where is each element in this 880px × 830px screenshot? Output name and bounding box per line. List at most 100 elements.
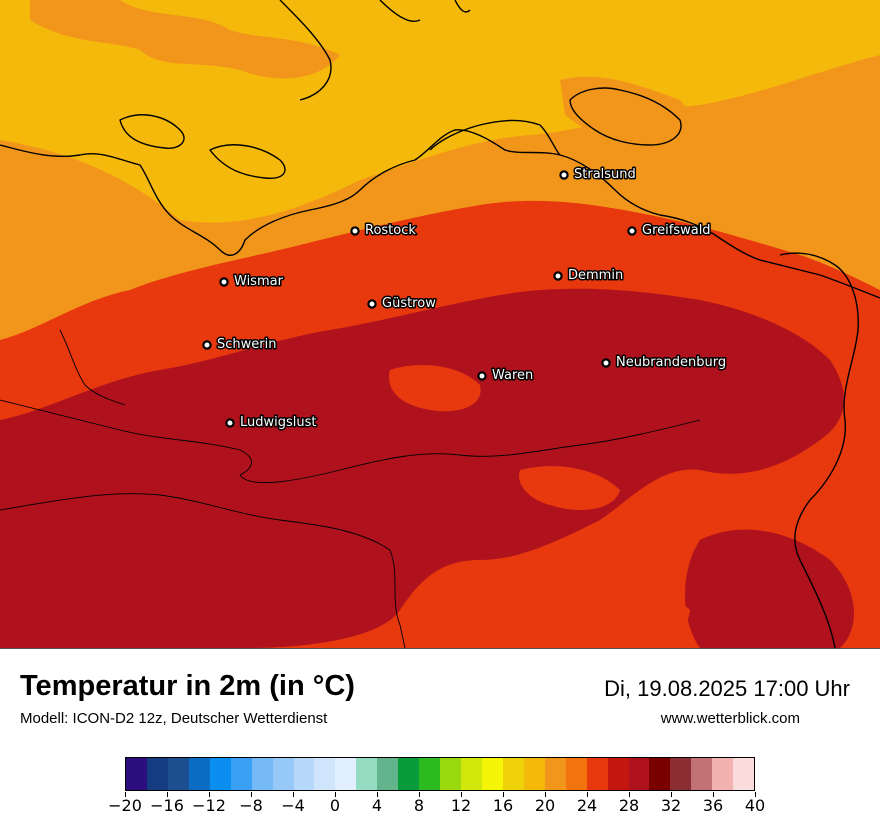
city-name: Schwerin xyxy=(217,337,276,352)
colorbar-tick xyxy=(125,792,126,797)
city-dot xyxy=(219,277,229,287)
city-ludwigslust: Ludwigslust xyxy=(225,414,318,432)
city-rostock: Rostock xyxy=(350,222,418,240)
colorbar-tick-label: 8 xyxy=(413,796,425,815)
colorbar-swatch xyxy=(314,758,336,790)
colorbar-tick-label: −4 xyxy=(281,796,305,815)
colorbar-tick xyxy=(377,792,378,797)
coastline xyxy=(0,129,880,299)
city-dot xyxy=(477,371,487,381)
colorbar-tick xyxy=(167,792,168,797)
colorbar-swatch xyxy=(691,758,713,790)
colorbar-tick-label: 32 xyxy=(660,796,682,815)
colorbar-swatch xyxy=(733,758,755,790)
border-1 xyxy=(0,399,701,484)
colorbar-swatch xyxy=(628,758,650,790)
colorbar-swatch xyxy=(565,758,587,790)
colorbar-tick-label: 36 xyxy=(702,796,724,815)
colorbar-tick-label: −8 xyxy=(239,796,263,815)
colorbar-tick-label: 24 xyxy=(576,796,598,815)
city-name: Wismar xyxy=(234,274,284,289)
city-dot xyxy=(627,226,637,236)
colorbar-tick xyxy=(713,792,714,797)
colorbar-swatch xyxy=(502,758,524,790)
city-demmin: Demmin xyxy=(553,267,625,285)
colorbar-tick xyxy=(629,792,630,797)
colorbar-tick-label: 16 xyxy=(492,796,514,815)
colorbar-swatch xyxy=(461,758,482,790)
colorbar-tick-label: 12 xyxy=(450,796,472,815)
colorbar-swatch xyxy=(649,758,671,790)
coastline-north-island xyxy=(119,114,185,149)
colorbar-swatch xyxy=(188,758,210,790)
city-dot xyxy=(350,226,360,236)
website-link[interactable]: www.wetterblick.com xyxy=(660,710,800,727)
city-schwerin: Schwerin xyxy=(202,336,278,354)
colorbar-tick-label: −16 xyxy=(150,796,184,815)
city-guestrow: Güstrow xyxy=(367,295,438,313)
coastline-island xyxy=(569,87,682,146)
model-info: Modell: ICON-D2 12z, Deutscher Wetterdie… xyxy=(20,710,328,727)
colorbar-tick xyxy=(461,792,462,797)
city-dot xyxy=(202,340,212,350)
coastline-peninsula xyxy=(429,119,561,156)
coastline-danish xyxy=(279,0,471,101)
city-name: Neubrandenburg xyxy=(616,355,726,370)
colorbar-swatch xyxy=(377,758,399,790)
colorbar-tick xyxy=(419,792,420,797)
colorbar-tick-label: 0 xyxy=(329,796,341,815)
colorbar-swatch xyxy=(272,758,294,790)
colorbar-swatch xyxy=(356,758,378,790)
city-overlay: Stralsund Rostock Greifswald Wismar Demm… xyxy=(202,166,728,432)
colorbar-swatch xyxy=(398,758,420,790)
temperature-colorbar xyxy=(125,757,755,791)
colorbar-tick xyxy=(503,792,504,797)
city-dot xyxy=(559,170,569,180)
very-hot-zone-east xyxy=(685,529,854,648)
city-dot xyxy=(367,299,377,309)
colorbar-swatch xyxy=(230,758,252,790)
colorbar-tick-label: 40 xyxy=(744,796,766,815)
city-neubrandenburg: Neubrandenburg xyxy=(601,354,728,372)
colorbar-tick xyxy=(545,792,546,797)
orange-zone-north xyxy=(30,0,340,79)
city-waren: Waren xyxy=(477,367,535,385)
colorbar-tick xyxy=(209,792,210,797)
hot-patch-2 xyxy=(519,466,620,510)
city-name: Rostock xyxy=(365,223,416,238)
city-name: Greifswald xyxy=(642,223,711,238)
city-name: Demmin xyxy=(568,268,623,283)
colorbar-swatch xyxy=(209,758,231,790)
hot-patch-3 xyxy=(598,591,690,637)
colorbar-tick xyxy=(293,792,294,797)
city-name: Ludwigslust xyxy=(240,415,317,430)
colorbar-tick xyxy=(755,792,756,797)
city-dot xyxy=(601,358,611,368)
colorbar-swatch xyxy=(251,758,273,790)
colorbar-swatch xyxy=(712,758,734,790)
border-3 xyxy=(59,329,126,406)
coastline-lolland xyxy=(209,144,286,179)
city-dot xyxy=(225,418,235,428)
city-name: Waren xyxy=(492,368,533,383)
colorbar-tick xyxy=(587,792,588,797)
colorbar-swatch xyxy=(419,758,441,790)
forecast-datetime: Di, 19.08.2025 17:00 Uhr xyxy=(604,676,850,701)
colorbar-tick-label: −12 xyxy=(192,796,226,815)
colorbar-swatch xyxy=(586,758,608,790)
colorbar-swatch xyxy=(335,758,357,790)
colorbar-swatch xyxy=(607,758,629,790)
colorbar-swatch xyxy=(126,758,147,790)
colorbar-tick xyxy=(251,792,252,797)
colorbar-swatch xyxy=(440,758,461,790)
colorbar-swatch xyxy=(146,758,168,790)
border-2 xyxy=(0,493,406,648)
colorbar-tick xyxy=(335,792,336,797)
colorbar-swatch xyxy=(523,758,545,790)
colorbar-tick-label: −20 xyxy=(108,796,142,815)
colorbar-swatch xyxy=(670,758,692,790)
colorbar-swatch xyxy=(167,758,189,790)
city-stralsund: Stralsund xyxy=(559,166,637,184)
very-hot-zone xyxy=(0,288,844,648)
temperature-map xyxy=(0,0,880,649)
